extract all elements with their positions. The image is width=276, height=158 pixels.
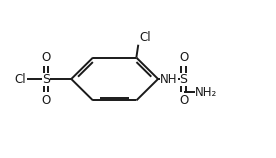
Text: O: O [41,94,51,107]
Text: O: O [179,51,188,64]
Text: S: S [42,73,50,85]
Text: O: O [179,94,188,107]
Text: O: O [41,51,51,64]
Text: Cl: Cl [139,31,151,44]
Text: NH: NH [160,73,178,85]
Text: NH₂: NH₂ [195,86,217,99]
Text: Cl: Cl [15,73,26,85]
Text: S: S [180,73,188,85]
